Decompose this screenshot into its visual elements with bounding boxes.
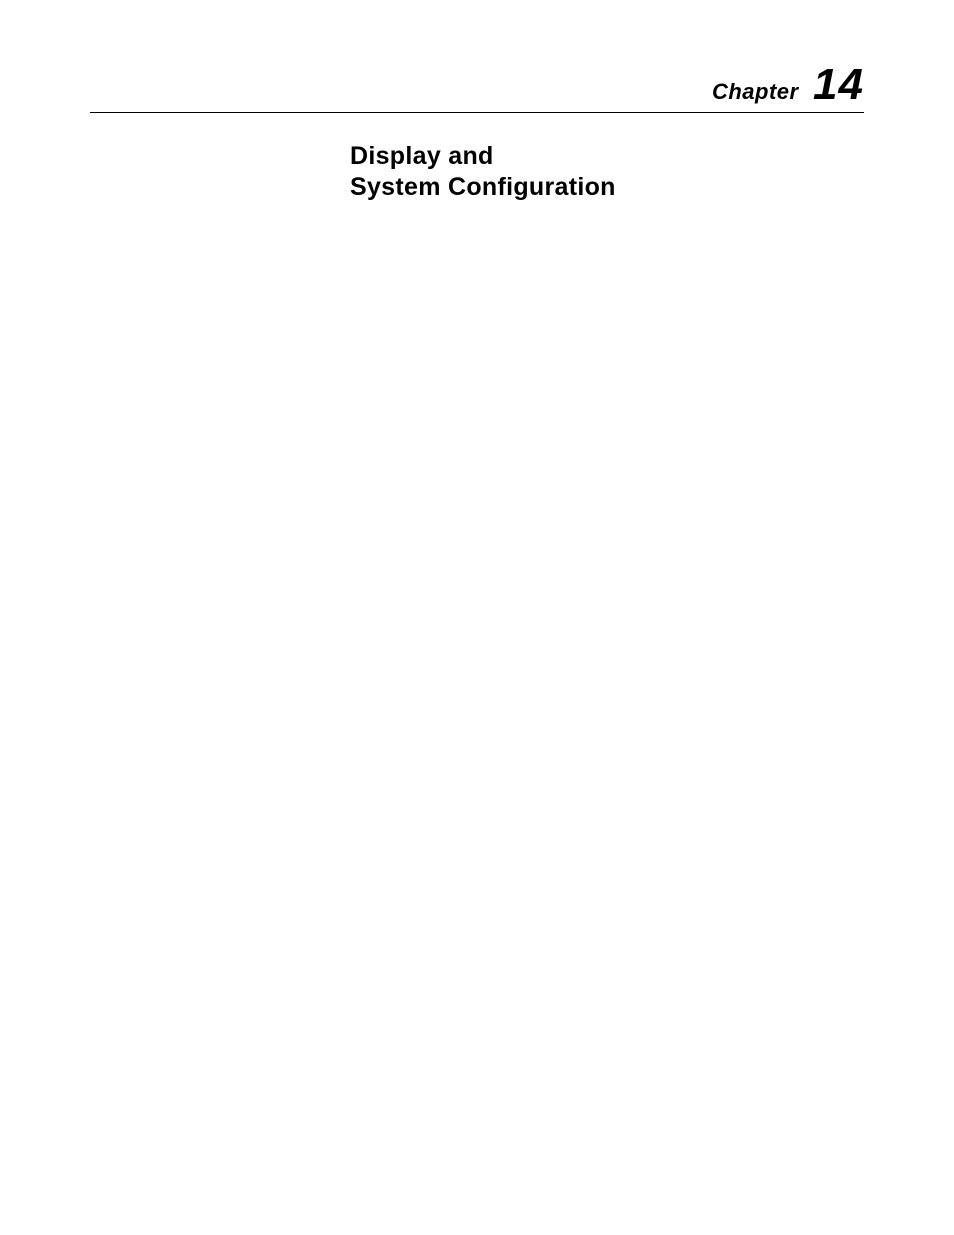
chapter-title-line-1: Display and (350, 141, 864, 172)
page: Chapter 14 Display and System Configurat… (0, 0, 954, 204)
chapter-label: Chapter (712, 79, 799, 104)
chapter-header: Chapter 14 (90, 60, 864, 113)
chapter-number: 14 (813, 60, 864, 109)
chapter-title-line-2: System Configuration (350, 172, 864, 203)
chapter-title: Display and System Configuration (350, 141, 864, 204)
